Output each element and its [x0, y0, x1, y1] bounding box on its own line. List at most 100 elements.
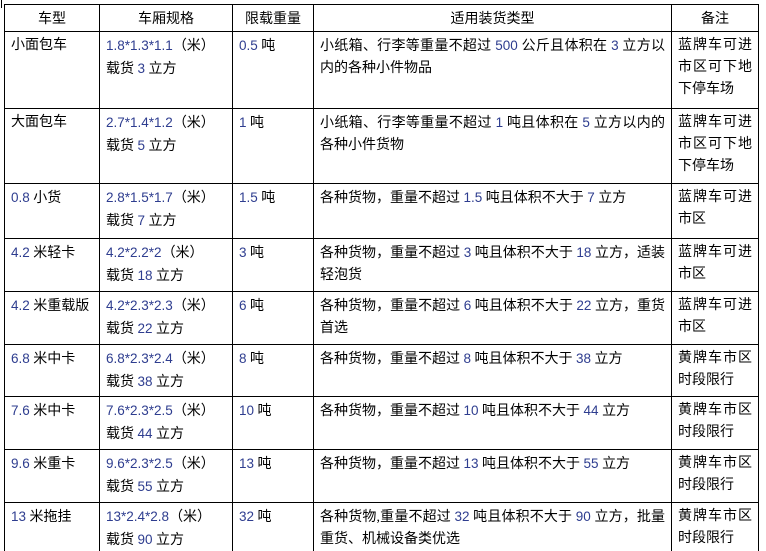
cargo-types-text: 各种货物,重量不超过 32 吨且体积不大于 90 立方，批量重货、机械设备类优选 — [320, 509, 666, 547]
cell-box-spec[interactable]: 13*2.4*2.8（米） 载货 90 立方 — [99, 502, 233, 551]
header-cell-vehicle-type[interactable]: 车型 — [4, 4, 100, 32]
max-load-text: 6 吨 — [239, 298, 265, 314]
box-dimensions-text: 4.2*2.2*2（米） — [106, 245, 204, 261]
table-row: 7.6 米中卡 7.6*2.3*2.5（米） 载货 44 立方 10 吨 各种货… — [4, 396, 759, 450]
cell-box-spec[interactable]: 1.8*1.3*1.1（米） 载货 3 立方 — [99, 31, 233, 109]
cell-box-spec[interactable]: 2.8*1.5*1.7（米） 载货 7 立方 — [99, 183, 233, 239]
max-load-text: 13 吨 — [239, 456, 272, 472]
cell-max-load[interactable]: 6 吨 — [232, 291, 314, 345]
cell-box-spec[interactable]: 2.7*1.4*1.2（米） 载货 5 立方 — [99, 108, 233, 184]
table-row: 13 米拖挂 13*2.4*2.8（米） 载货 90 立方 32 吨 各种货物,… — [4, 502, 759, 551]
cell-max-load[interactable]: 1 吨 — [232, 108, 314, 184]
cell-cargo-types[interactable]: 各种货物，重量不超过 3 吨且体积不大于 18 立方，适装轻泡货 — [313, 238, 672, 292]
header-cell-cargo-types[interactable]: 适用装货类型 — [313, 4, 672, 32]
cell-max-load[interactable]: 13 吨 — [232, 449, 314, 503]
max-load-text: 0.5 吨 — [239, 38, 276, 54]
vehicle-type-text: 0.8 小货 — [11, 190, 62, 206]
table-row: 4.2 米轻卡 4.2*2.2*2（米） 载货 18 立方 3 吨 各种货物，重… — [4, 238, 759, 292]
box-volume-text: 载货 22 立方 — [106, 321, 185, 337]
box-volume-text: 载货 90 立方 — [106, 532, 185, 548]
box-dimensions-text: 6.8*2.3*2.4（米） — [106, 351, 215, 367]
box-volume-text: 载货 18 立方 — [106, 268, 185, 284]
box-dimensions-text: 7.6*2.3*2.5（米） — [106, 403, 215, 419]
remark-text: 蓝牌车可进市区 — [678, 298, 752, 335]
cell-vehicle-type[interactable]: 7.6 米中卡 — [4, 396, 100, 450]
remark-text: 黄牌车市区时段限行 — [678, 509, 752, 546]
cell-remark[interactable]: 蓝牌车可进市区 — [671, 183, 759, 239]
cell-cargo-types[interactable]: 小纸箱、行李等重量不超过 500 公斤且体积在 3 立方以内的各种小件物品 — [313, 31, 672, 109]
cell-cargo-types[interactable]: 小纸箱、行李等重量不超过 1 吨且体积在 5 立方以内的各种小件货物 — [313, 108, 672, 184]
vehicle-type-text: 7.6 米中卡 — [11, 403, 76, 419]
cell-cargo-types[interactable]: 各种货物，重量不超过 8 吨且体积不大于 38 立方 — [313, 344, 672, 397]
box-dimensions-text: 13*2.4*2.8（米） — [106, 509, 212, 525]
box-volume-text: 载货 38 立方 — [106, 374, 185, 390]
cell-remark[interactable]: 黄牌车市区时段限行 — [671, 396, 759, 450]
cargo-types-text: 各种货物，重量不超过 1.5 吨且体积不大于 7 立方 — [320, 190, 627, 206]
cell-box-spec[interactable]: 7.6*2.3*2.5（米） 载货 44 立方 — [99, 396, 233, 450]
remark-text: 蓝牌车可进市区 — [678, 245, 752, 282]
cell-box-spec[interactable]: 4.2*2.2*2（米） 载货 18 立方 — [99, 238, 233, 292]
max-load-text: 10 吨 — [239, 403, 272, 419]
cell-remark[interactable]: 黄牌车市区时段限行 — [671, 344, 759, 397]
cell-remark[interactable]: 蓝牌车可进市区 — [671, 291, 759, 345]
cargo-types-text: 小纸箱、行李等重量不超过 500 公斤且体积在 3 立方以内的各种小件物品 — [320, 38, 666, 76]
table-row: 大面包车 2.7*1.4*1.2（米） 载货 5 立方 1 吨 小纸箱、行李等重… — [4, 108, 759, 184]
cell-box-spec[interactable]: 9.6*2.3*2.5（米） 载货 55 立方 — [99, 449, 233, 503]
vehicle-type-text: 4.2 米轻卡 — [11, 245, 76, 261]
cell-vehicle-type[interactable]: 小面包车 — [4, 31, 100, 109]
max-load-text: 3 吨 — [239, 245, 265, 261]
cell-vehicle-type[interactable]: 大面包车 — [4, 108, 100, 184]
vehicle-type-text: 4.2 米重载版 — [11, 298, 90, 314]
cell-vehicle-type[interactable]: 13 米拖挂 — [4, 502, 100, 551]
cell-remark[interactable]: 蓝牌车可进市区可下地下停车场 — [671, 31, 759, 109]
header-cell-remark[interactable]: 备注 — [671, 4, 759, 32]
header-cell-box-spec[interactable]: 车厢规格 — [99, 4, 233, 32]
cell-vehicle-type[interactable]: 0.8 小货 — [4, 183, 100, 239]
table-row: 小面包车 1.8*1.3*1.1（米） 载货 3 立方 0.5 吨 小纸箱、行李… — [4, 31, 759, 109]
cargo-types-text: 各种货物，重量不超过 6 吨且体积不大于 22 立方，重货首选 — [320, 298, 666, 336]
box-volume-text: 载货 3 立方 — [106, 61, 177, 77]
cell-cargo-types[interactable]: 各种货物，重量不超过 10 吨且体积不大于 44 立方 — [313, 396, 672, 450]
cargo-types-text: 各种货物，重量不超过 10 吨且体积不大于 44 立方 — [320, 403, 631, 419]
cell-max-load[interactable]: 32 吨 — [232, 502, 314, 551]
table-row: 6.8 米中卡 6.8*2.3*2.4（米） 载货 38 立方 8 吨 各种货物… — [4, 344, 759, 397]
box-volume-text: 载货 7 立方 — [106, 213, 177, 229]
cargo-types-text: 小纸箱、行李等重量不超过 1 吨且体积在 5 立方以内的各种小件货物 — [320, 115, 666, 153]
cell-cargo-types[interactable]: 各种货物，重量不超过 1.5 吨且体积不大于 7 立方 — [313, 183, 672, 239]
cell-remark[interactable]: 蓝牌车可进市区 — [671, 238, 759, 292]
cell-remark[interactable]: 黄牌车市区时段限行 — [671, 502, 759, 551]
box-dimensions-text: 9.6*2.3*2.5（米） — [106, 456, 215, 472]
cell-vehicle-type[interactable]: 9.6 米重卡 — [4, 449, 100, 503]
cargo-types-text: 各种货物，重量不超过 8 吨且体积不大于 38 立方 — [320, 351, 623, 367]
table-row: 0.8 小货 2.8*1.5*1.7（米） 载货 7 立方 1.5 吨 各种货物… — [4, 183, 759, 239]
cell-cargo-types[interactable]: 各种货物，重量不超过 6 吨且体积不大于 22 立方，重货首选 — [313, 291, 672, 345]
max-load-text: 32 吨 — [239, 509, 272, 525]
cargo-types-text: 各种货物，重量不超过 13 吨且体积不大于 55 立方 — [320, 456, 631, 472]
cell-max-load[interactable]: 3 吨 — [232, 238, 314, 292]
table-row: 9.6 米重卡 9.6*2.3*2.5（米） 载货 55 立方 13 吨 各种货… — [4, 449, 759, 503]
cell-max-load[interactable]: 10 吨 — [232, 396, 314, 450]
box-dimensions-text: 2.7*1.4*1.2（米） — [106, 115, 215, 131]
cell-cargo-types[interactable]: 各种货物,重量不超过 32 吨且体积不大于 90 立方，批量重货、机械设备类优选 — [313, 502, 672, 551]
cell-box-spec[interactable]: 6.8*2.3*2.4（米） 载货 38 立方 — [99, 344, 233, 397]
cell-max-load[interactable]: 1.5 吨 — [232, 183, 314, 239]
cell-box-spec[interactable]: 4.2*2.3*2.3（米） 载货 22 立方 — [99, 291, 233, 345]
cell-cargo-types[interactable]: 各种货物，重量不超过 13 吨且体积不大于 55 立方 — [313, 449, 672, 503]
header-cell-max-load[interactable]: 限载重量 — [232, 4, 314, 32]
box-volume-text: 载货 55 立方 — [106, 479, 185, 495]
cell-vehicle-type[interactable]: 4.2 米重载版 — [4, 291, 100, 345]
max-load-text: 8 吨 — [239, 351, 265, 367]
box-dimensions-text: 4.2*2.3*2.3（米） — [106, 298, 215, 314]
box-dimensions-text: 2.8*1.5*1.7（米） — [106, 190, 215, 206]
cell-remark[interactable]: 蓝牌车可进市区可下地下停车场 — [671, 108, 759, 184]
cell-vehicle-type[interactable]: 6.8 米中卡 — [4, 344, 100, 397]
cell-max-load[interactable]: 0.5 吨 — [232, 31, 314, 109]
vehicle-type-text: 大面包车 — [11, 115, 67, 130]
remark-text: 黄牌车市区时段限行 — [678, 456, 752, 493]
cell-max-load[interactable]: 8 吨 — [232, 344, 314, 397]
cell-remark[interactable]: 黄牌车市区时段限行 — [671, 449, 759, 503]
max-load-text: 1.5 吨 — [239, 190, 276, 206]
box-volume-text: 载货 5 立方 — [106, 138, 177, 154]
cell-vehicle-type[interactable]: 4.2 米轻卡 — [4, 238, 100, 292]
